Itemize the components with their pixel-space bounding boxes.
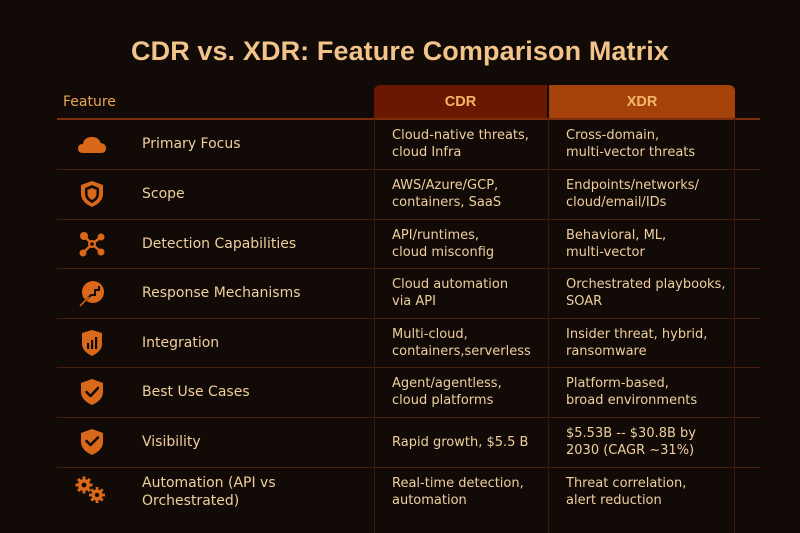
shield-check-icon — [75, 375, 109, 409]
shield-chart-icon — [75, 326, 109, 360]
feature-label: Response Mechanisms — [142, 285, 301, 301]
table-row: Automation (API vs Orchestrated) Real-ti… — [57, 467, 760, 527]
gears-icon — [73, 473, 107, 507]
feature-label: Primary Focus — [142, 136, 241, 152]
table-row: Integration Multi-cloud, containers,serv… — [57, 318, 760, 368]
feature-label: Best Use Cases — [142, 384, 250, 400]
xdr-cell: Behavioral, ML, multi-vector — [566, 228, 667, 260]
cdr-cell: Cloud automation via API — [392, 277, 509, 309]
shield-check-icon — [75, 425, 109, 459]
cdr-cell: Agent/agentless, cloud platforms — [392, 376, 502, 408]
shield-icon — [75, 177, 109, 211]
column-divider — [734, 119, 735, 533]
table-row: Detection Capabilities API/runtimes, clo… — [57, 219, 760, 269]
feature-column-header: Feature — [63, 94, 116, 110]
xdr-cell: Cross-domain, multi-vector threats — [566, 128, 696, 160]
header-divider — [57, 118, 760, 120]
feature-label: Integration — [142, 335, 220, 351]
cdr-column-header: CDR — [374, 85, 547, 119]
column-divider — [548, 119, 549, 533]
cdr-cell: Rapid growth, $5.5 B — [392, 434, 529, 450]
feature-label: Scope — [142, 186, 185, 202]
page-title: CDR vs. XDR: Feature Comparison Matrix — [131, 36, 669, 66]
xdr-cell: Endpoints/networks/ cloud/email/IDs — [566, 178, 699, 210]
table-row: Visibility Rapid growth, $5.5 B $5.53B -… — [57, 417, 760, 467]
column-divider — [374, 119, 375, 533]
feature-label: Visibility — [142, 434, 201, 450]
row-divider — [57, 367, 760, 368]
row-divider — [57, 268, 760, 269]
xdr-cell: Platform-based, broad environments — [566, 376, 698, 408]
row-divider — [57, 318, 760, 319]
xdr-column-label: XDR — [626, 94, 658, 110]
cdr-column-label: CDR — [444, 94, 477, 110]
response-icon — [75, 276, 109, 310]
cdr-cell: API/runtimes, cloud misconfig — [392, 228, 495, 260]
xdr-cell: Orchestrated playbooks, SOAR — [566, 277, 726, 309]
table-row: Scope AWS/Azure/GCP, containers, SaaS En… — [57, 169, 760, 219]
cloud-icon — [75, 127, 109, 161]
cdr-cell: AWS/Azure/GCP, containers, SaaS — [392, 178, 502, 210]
cdr-cell: Real-time detection, automation — [392, 476, 524, 508]
feature-label: Automation (API vs Orchestrated) — [142, 475, 276, 509]
table-row: Primary Focus Cloud-native threats, clou… — [57, 119, 760, 169]
cdr-cell: Multi-cloud, containers,serverless — [392, 327, 531, 359]
xdr-cell: $5.53B -- $30.8B by 2030 (CAGR ~31%) — [566, 426, 696, 458]
row-divider — [57, 417, 760, 418]
row-divider — [57, 169, 760, 170]
xdr-cell: Threat correlation, alert reduction — [566, 476, 687, 508]
row-divider — [57, 467, 760, 468]
xdr-column-header: XDR — [549, 85, 735, 119]
row-divider — [57, 219, 760, 220]
feature-label: Detection Capabilities — [142, 236, 297, 252]
network-nodes-icon — [75, 227, 109, 261]
xdr-cell: Insider threat, hybrid, ransomware — [566, 327, 708, 359]
cdr-cell: Cloud-native threats, cloud Infra — [392, 128, 529, 160]
table-row: Response Mechanisms Cloud automation via… — [57, 268, 760, 318]
table-row: Best Use Cases Agent/agentless, cloud pl… — [57, 367, 760, 417]
